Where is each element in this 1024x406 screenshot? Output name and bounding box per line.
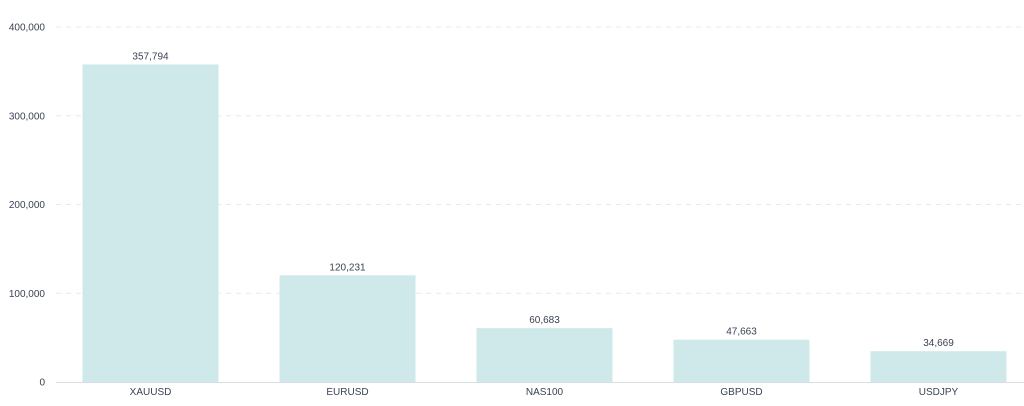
bar-eurusd xyxy=(279,275,416,382)
y-tick-label: 100,000 xyxy=(9,289,46,300)
bar-value-label: 60,683 xyxy=(529,315,560,326)
bar-value-label: 120,231 xyxy=(329,262,366,273)
bar-value-labels: 357,794 120,231 60,683 47,663 34,669 xyxy=(132,51,954,349)
x-tick-label: XAUUSD xyxy=(130,387,172,398)
x-axis-tick-labels: XAUUSD EURUSD NAS100 GBPUSD USDJPY xyxy=(130,387,959,398)
x-tick-label: NAS100 xyxy=(526,387,564,398)
y-tick-label: 300,000 xyxy=(9,111,46,122)
bar-value-label: 47,663 xyxy=(726,327,757,338)
y-tick-label: 400,000 xyxy=(9,23,46,34)
y-tick-label: 200,000 xyxy=(9,200,46,211)
bar-value-label: 357,794 xyxy=(132,51,169,62)
bar-nas100 xyxy=(476,328,613,382)
bars xyxy=(82,64,1007,382)
bar-usdjpy xyxy=(870,351,1007,382)
y-tick-label: 0 xyxy=(39,378,45,389)
y-axis-tick-labels: 0 100,000 200,000 300,000 400,000 xyxy=(9,23,46,389)
x-tick-label: EURUSD xyxy=(326,387,368,398)
bar-gbpusd xyxy=(673,339,810,382)
x-tick-label: GBPUSD xyxy=(720,387,762,398)
bar-value-label: 34,669 xyxy=(923,338,954,349)
bar-xauusd xyxy=(82,64,219,382)
x-tick-label: USDJPY xyxy=(919,387,959,398)
